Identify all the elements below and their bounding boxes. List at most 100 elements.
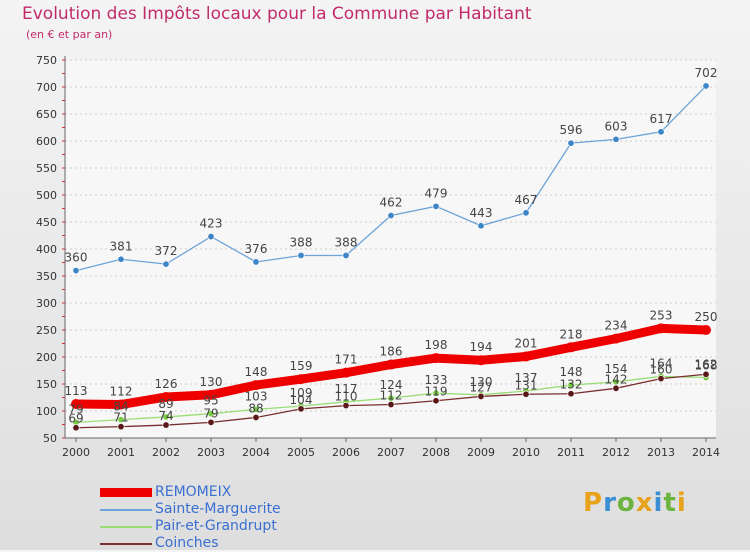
- data-label: 130: [470, 375, 493, 389]
- data-label: 194: [470, 340, 493, 354]
- y-tick-label: 200: [36, 351, 57, 364]
- data-label: 467: [515, 193, 538, 207]
- x-tick-label: 2005: [287, 446, 315, 459]
- data-label: 74: [158, 409, 173, 423]
- legend-swatch: [100, 543, 152, 545]
- data-point: [612, 384, 620, 392]
- data-label: 462: [380, 196, 403, 210]
- chart-subtitle: (en € et par an): [26, 28, 113, 41]
- data-label: 201: [515, 336, 538, 350]
- data-point: [117, 416, 125, 424]
- data-label: 162: [695, 358, 718, 372]
- data-label: 79: [203, 406, 218, 420]
- data-label: 131: [515, 378, 538, 392]
- data-label: 171: [335, 353, 358, 367]
- data-label: 132: [560, 378, 583, 392]
- x-tick-label: 2012: [602, 446, 630, 459]
- series-remomeix: [71, 323, 711, 410]
- data-point: [387, 212, 395, 220]
- x-tick-label: 2000: [62, 446, 90, 459]
- data-point: [522, 209, 530, 217]
- data-point: [477, 392, 485, 400]
- data-label: 376: [245, 242, 268, 256]
- data-point: [72, 267, 80, 275]
- data-point: [207, 418, 215, 426]
- data-label: 164: [650, 356, 673, 370]
- x-tick-label: 2011: [557, 446, 585, 459]
- data-point: [431, 353, 441, 364]
- data-label: 250: [695, 310, 718, 324]
- x-tick-label: 2003: [197, 446, 225, 459]
- data-label: 112: [380, 389, 403, 403]
- data-point: [252, 405, 260, 413]
- data-point: [161, 391, 171, 402]
- data-label: 168: [695, 358, 718, 372]
- data-label: 130: [200, 375, 223, 389]
- data-point: [522, 390, 530, 398]
- x-tick-label: 2014: [692, 446, 720, 459]
- y-tick-label: 500: [36, 189, 57, 202]
- data-point: [702, 370, 710, 378]
- legend-label: Sainte-Marguerite: [155, 501, 281, 517]
- data-label: 702: [695, 66, 718, 80]
- y-tick-label: 150: [36, 378, 57, 391]
- y-tick-label: 400: [36, 243, 57, 256]
- x-tick-label: 2006: [332, 446, 360, 459]
- x-tick-label: 2002: [152, 446, 180, 459]
- data-point: [162, 421, 170, 429]
- data-label: 154: [605, 362, 628, 376]
- data-label: 117: [335, 382, 358, 396]
- data-point: [476, 355, 486, 366]
- data-point: [296, 374, 306, 385]
- y-tick-label: 650: [36, 108, 57, 121]
- legend-label: REMOMEIX: [155, 484, 232, 500]
- data-point: [342, 402, 350, 410]
- data-point: [207, 233, 215, 241]
- data-label: 159: [290, 359, 313, 373]
- y-tick-label: 700: [36, 81, 57, 94]
- data-label: 186: [380, 345, 403, 359]
- y-tick-label: 300: [36, 297, 57, 310]
- data-point: [701, 325, 711, 335]
- data-label: 148: [560, 365, 583, 379]
- data-label: 109: [290, 386, 313, 400]
- data-label: 119: [425, 385, 448, 399]
- data-label: 89: [158, 397, 173, 411]
- data-label: 381: [110, 239, 133, 253]
- data-point: [611, 333, 621, 344]
- data-point: [432, 389, 440, 397]
- legend-swatch: [100, 488, 152, 497]
- y-tick-label: 600: [36, 135, 57, 148]
- data-point: [117, 423, 125, 431]
- data-point: [477, 222, 485, 230]
- x-tick-label: 2004: [242, 446, 270, 459]
- data-point: [206, 389, 216, 400]
- data-point: [71, 398, 81, 409]
- legend-swatch: [100, 526, 152, 528]
- data-point: [657, 128, 665, 136]
- data-point: [432, 202, 440, 210]
- data-label: 103: [245, 389, 268, 403]
- y-tick-label: 100: [36, 405, 57, 418]
- x-tick-label: 2009: [467, 446, 495, 459]
- data-label: 423: [200, 217, 223, 231]
- data-label: 112: [110, 385, 133, 399]
- data-point: [207, 410, 215, 418]
- data-point: [162, 260, 170, 268]
- proxiti-logo: Proxiti: [583, 488, 687, 518]
- legend-label: Pair-et-Grandrupt: [155, 518, 277, 534]
- data-point: [567, 381, 575, 389]
- legend-swatch: [100, 509, 152, 511]
- data-label: 443: [470, 206, 493, 220]
- data-label: 110: [335, 390, 358, 404]
- y-tick-label: 550: [36, 162, 57, 175]
- data-point: [72, 424, 80, 432]
- data-point: [297, 251, 305, 259]
- data-label: 137: [515, 371, 538, 385]
- data-label: 388: [290, 235, 313, 249]
- data-point: [341, 367, 351, 378]
- data-point: [432, 397, 440, 405]
- data-label: 603: [605, 119, 628, 133]
- data-label: 79: [68, 402, 83, 416]
